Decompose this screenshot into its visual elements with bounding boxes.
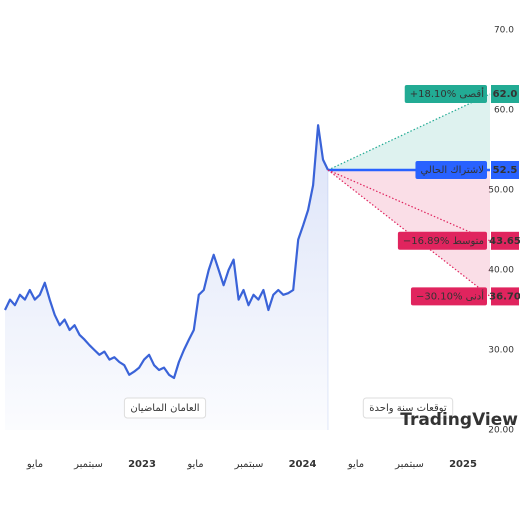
price-line: [4, 124, 329, 380]
period-chip: [123, 397, 207, 419]
forecast-chip: [397, 231, 487, 250]
price-area: [5, 125, 328, 430]
value-label: 52.5: [493, 165, 518, 176]
x-tick-label: سبتمبر: [73, 459, 103, 470]
forecast-label: لاشتراك الحالي: [420, 165, 484, 176]
x-tick-label: مايو: [347, 459, 364, 470]
forecast-label: −16.89% متوسط: [403, 236, 484, 247]
x-tick-label: سبتمبر: [234, 459, 264, 470]
value-label: 36.70: [489, 291, 520, 302]
x-tick-label: 2023: [128, 459, 156, 470]
forecast-chip: [404, 85, 487, 103]
value-label: 43.65: [489, 236, 520, 247]
forecast-label: −30.10% أدنى: [416, 289, 484, 302]
value-box: [491, 85, 519, 103]
y-tick-label: 40.00: [488, 266, 514, 276]
y-tick-label: 30.00: [488, 346, 514, 356]
y-tick-label: 20.00: [488, 426, 514, 436]
forecast-chip: [415, 161, 487, 179]
value-box: [491, 161, 519, 179]
x-tick-label: 2025: [449, 459, 477, 470]
forecast-chip: [410, 287, 487, 306]
y-tick-label: 60.0: [494, 106, 514, 116]
value-box: [491, 231, 519, 250]
period-label: العامان الماضيان: [130, 403, 199, 414]
period-label: توقعات سنة واحدة: [369, 403, 447, 414]
value-label: 62.0: [493, 89, 518, 100]
forecast-label: +18.10% أقصى: [410, 87, 484, 100]
value-box: [491, 287, 519, 306]
y-tick-label: 70.0: [494, 26, 514, 36]
x-tick-label: سبتمبر: [394, 459, 424, 470]
x-tick-label: مايو: [186, 459, 203, 470]
forecast-line: [327, 169, 491, 242]
logo: TradingView: [400, 410, 518, 430]
x-tick-label: 2024: [289, 459, 317, 470]
period-chip: [362, 397, 454, 419]
x-tick-label: مايو: [26, 459, 43, 470]
y-tick-label: 50.00: [488, 186, 514, 196]
